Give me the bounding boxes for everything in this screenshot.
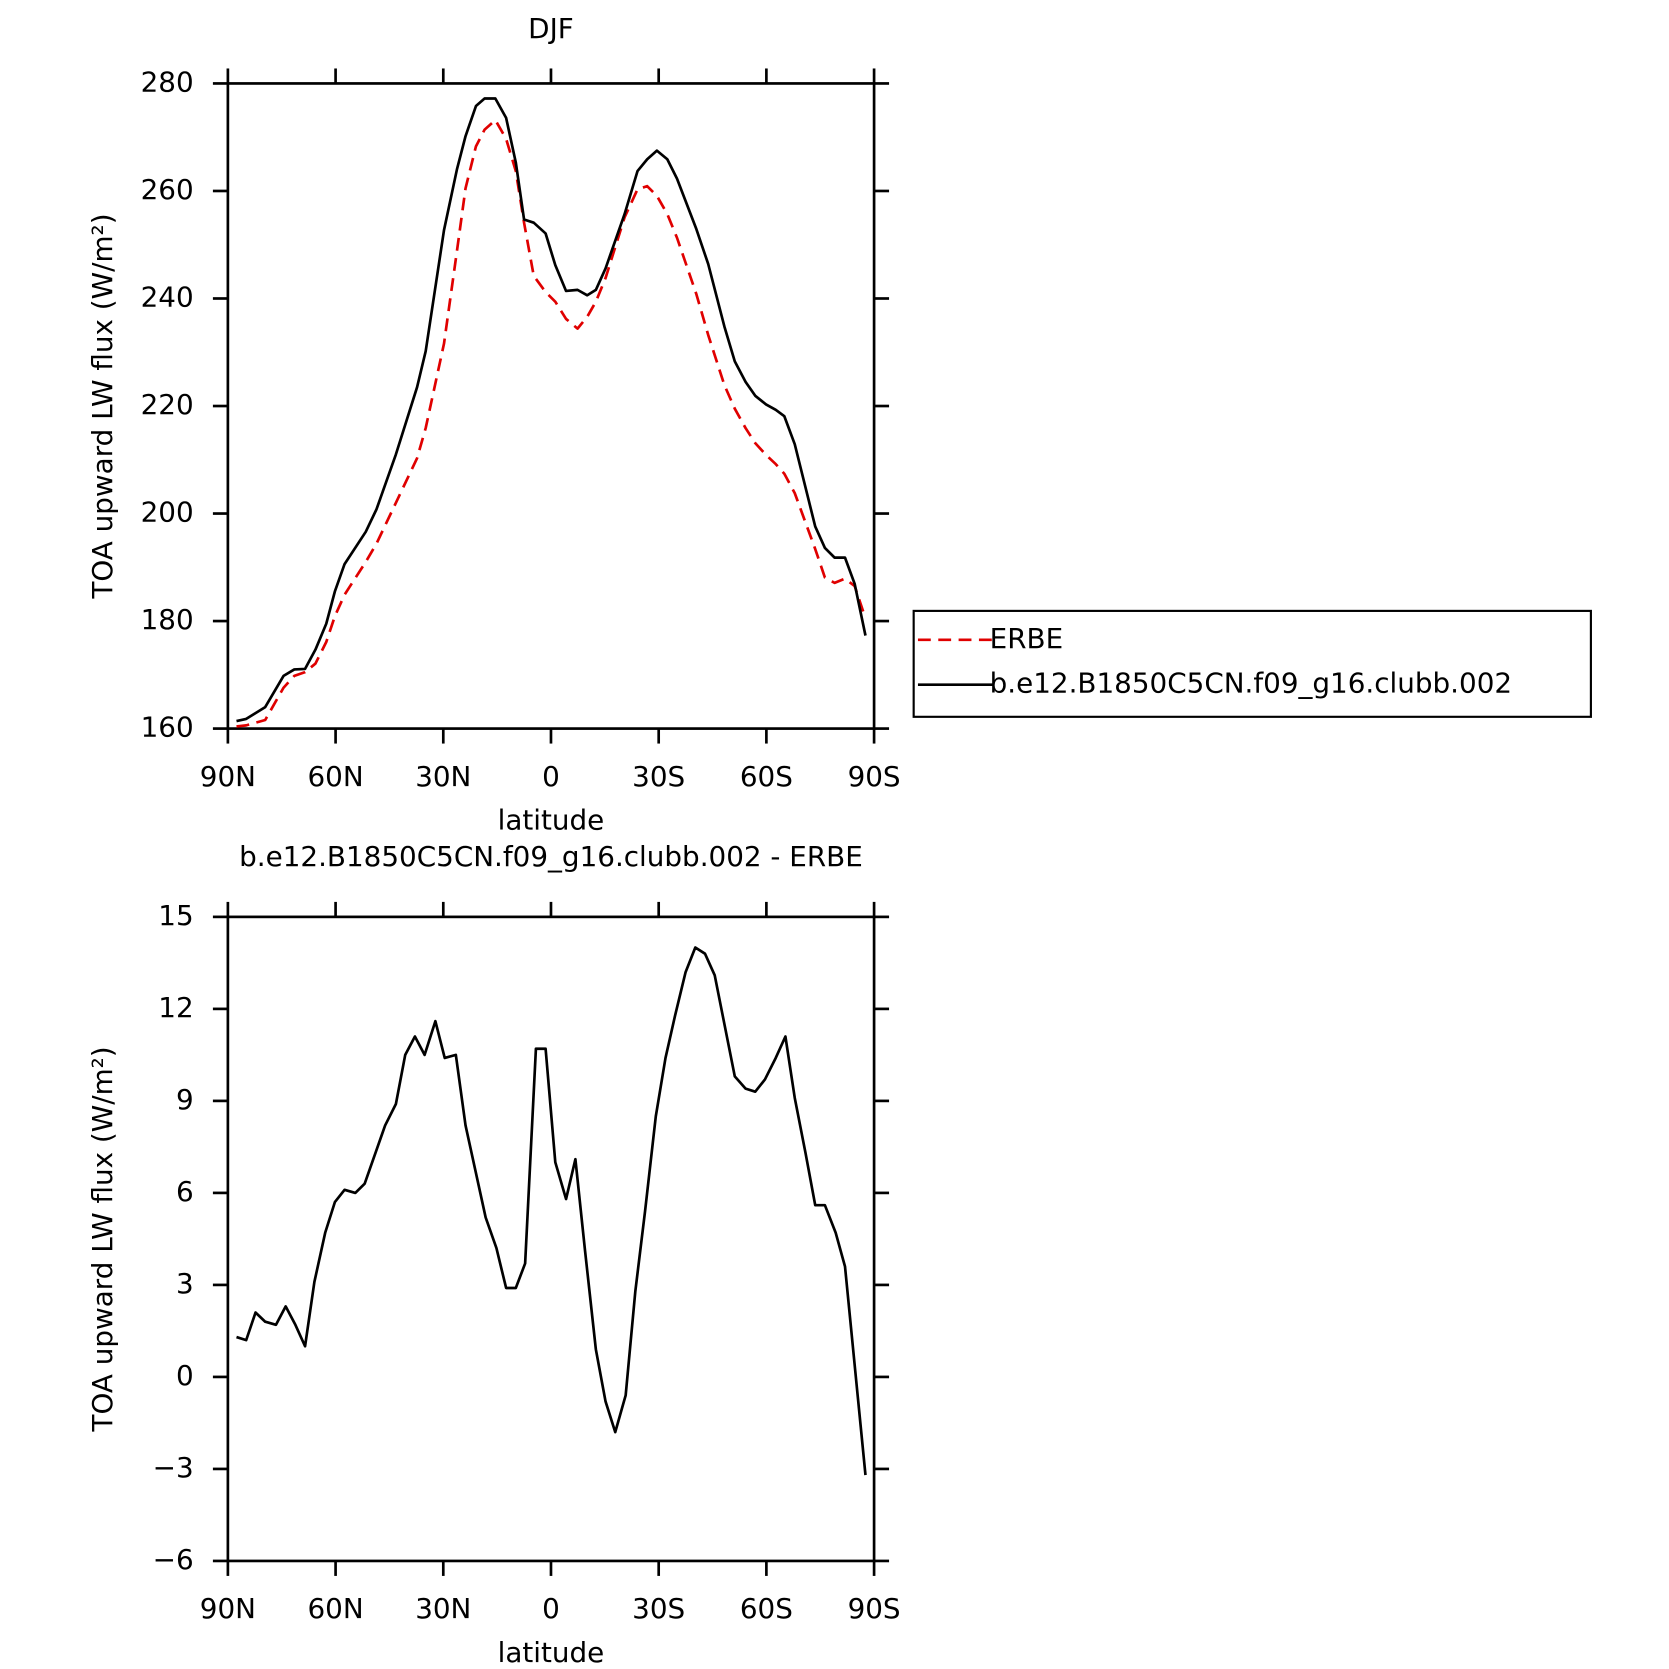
chart-title: b.e12.B1850C5CN.f09_g16.clubb.002 - ERBE [239,840,863,873]
x-tick-label: 90N [200,1592,256,1625]
x-tick-label: 30N [415,1592,471,1625]
x-axis-label: latitude [498,1636,605,1669]
x-tick-label: 60S [740,760,793,793]
legend-label: ERBE [990,622,1064,655]
y-tick-label: 9 [176,1083,194,1116]
plot-frame [226,82,876,730]
x-tick-label: 30S [632,1592,685,1625]
y-tick-label: 240 [141,280,194,313]
y-tick-label: 0 [176,1359,194,1392]
x-tick-label: 0 [542,760,560,793]
x-tick-label: 90N [200,760,256,793]
x-tick-label: 30S [632,760,685,793]
y-tick-label: 160 [141,711,194,744]
data-line [236,97,867,723]
y-tick-label: 12 [158,991,193,1024]
y-tick-label: 260 [141,173,194,206]
x-tick-label: 0 [542,1592,560,1625]
data-line [236,946,867,1476]
x-tick-label: 60S [740,1592,793,1625]
x-axis-label: latitude [498,804,605,837]
y-axis-label: TOA upward LW flux (W/m²) [86,1046,119,1432]
y-tick-label: −6 [153,1543,194,1576]
y-tick-label: 280 [141,65,194,98]
legend-label: b.e12.B1850C5CN.f09_g16.clubb.002 [990,667,1512,700]
legend-box [912,609,1592,718]
y-axis-label: TOA upward LW flux (W/m²) [86,213,119,599]
x-tick-label: 60N [307,760,363,793]
x-tick-label: 60N [307,1592,363,1625]
chart-title: DJF [528,12,574,45]
data-line [236,118,867,728]
x-tick-label: 90S [848,760,901,793]
y-tick-label: 220 [141,388,194,421]
x-tick-label: 30N [415,760,471,793]
y-tick-label: 180 [141,603,194,636]
y-tick-label: 6 [176,1175,194,1208]
y-tick-label: −3 [153,1451,194,1484]
y-tick-label: 3 [176,1267,194,1300]
y-tick-label: 15 [158,899,193,932]
x-tick-label: 90S [848,1592,901,1625]
y-tick-label: 200 [141,496,194,529]
